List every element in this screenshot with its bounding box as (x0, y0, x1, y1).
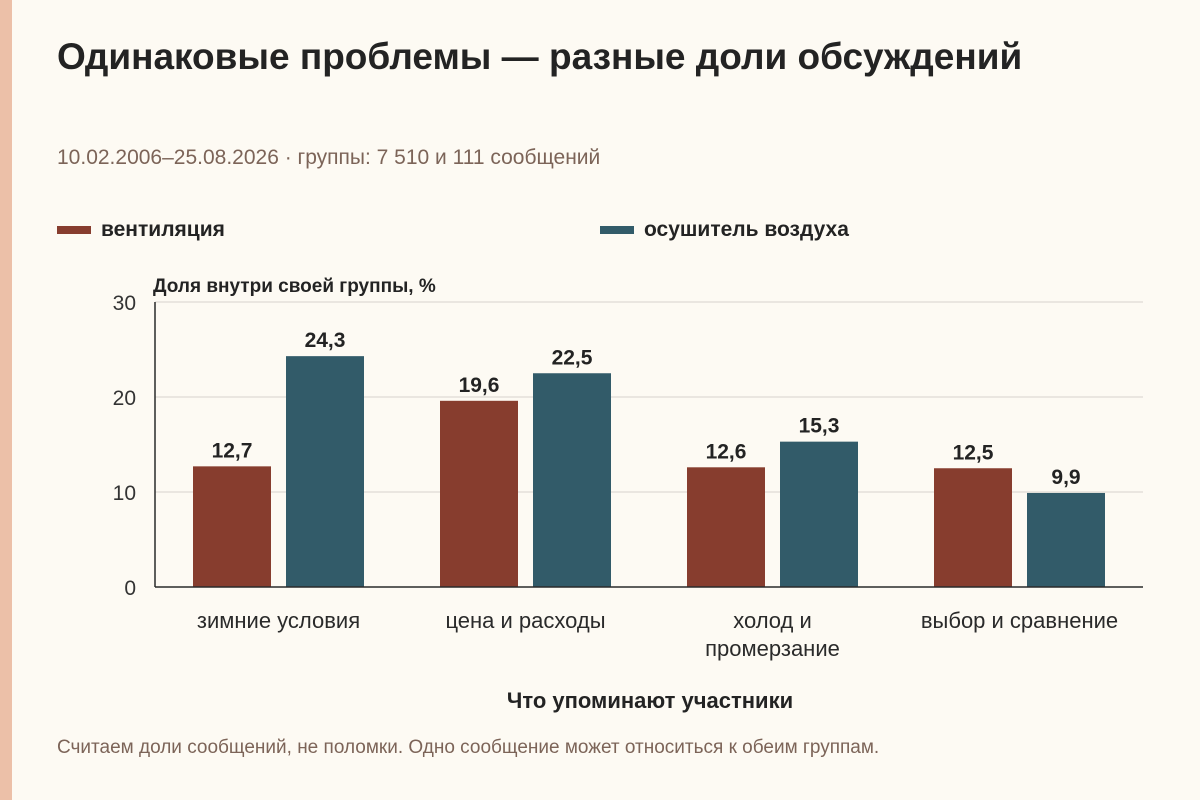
bar (780, 441, 858, 587)
bar-value-label: 22,5 (552, 346, 593, 369)
legend-swatch-dehumidifier (600, 226, 634, 234)
bar-value-label: 12,7 (212, 439, 253, 462)
x-axis-label: Что упоминают участники (507, 688, 793, 713)
legend-swatch-ventilation (57, 226, 91, 234)
y-tick-label: 0 (124, 577, 136, 600)
legend-item-dehumidifier: осушитель воздуха (600, 218, 849, 242)
bar-value-label: 19,6 (459, 374, 500, 397)
x-tick-label: зимние условия (197, 608, 360, 633)
bar-value-label: 12,5 (953, 441, 994, 464)
chart-subtitle: 10.02.2006–25.08.2026 · группы: 7 510 и … (57, 146, 601, 169)
bar (533, 373, 611, 587)
accent-stripe (0, 0, 12, 800)
y-tick-label: 10 (113, 482, 136, 505)
bar (286, 356, 364, 587)
bar (687, 467, 765, 587)
bar (440, 400, 518, 587)
bar (934, 468, 1012, 587)
legend-item-ventilation: вентиляция (57, 218, 225, 242)
chart-title: Одинаковые проблемы — разные доли обсужд… (57, 36, 1023, 77)
x-tick-label: выбор и сравнение (921, 608, 1118, 633)
y-tick-label: 30 (113, 292, 136, 315)
bar (1027, 492, 1105, 587)
legend-label-dehumidifier: осушитель воздуха (644, 218, 849, 241)
y-axis-label: Доля внутри своей группы, % (153, 276, 436, 297)
y-tick-label: 20 (113, 387, 136, 410)
bar (193, 466, 271, 587)
footnote: Считаем доли сообщений, не поломки. Одно… (57, 737, 880, 758)
bar-value-label: 12,6 (706, 440, 747, 463)
x-tick-label: цена и расходы (445, 608, 605, 633)
bar-value-label: 24,3 (305, 329, 346, 352)
bar-value-label: 9,9 (1051, 466, 1080, 489)
bar-value-label: 15,3 (799, 415, 840, 438)
legend-label-ventilation: вентиляция (101, 218, 225, 241)
x-tick-label: холод и промерзание (705, 608, 840, 661)
